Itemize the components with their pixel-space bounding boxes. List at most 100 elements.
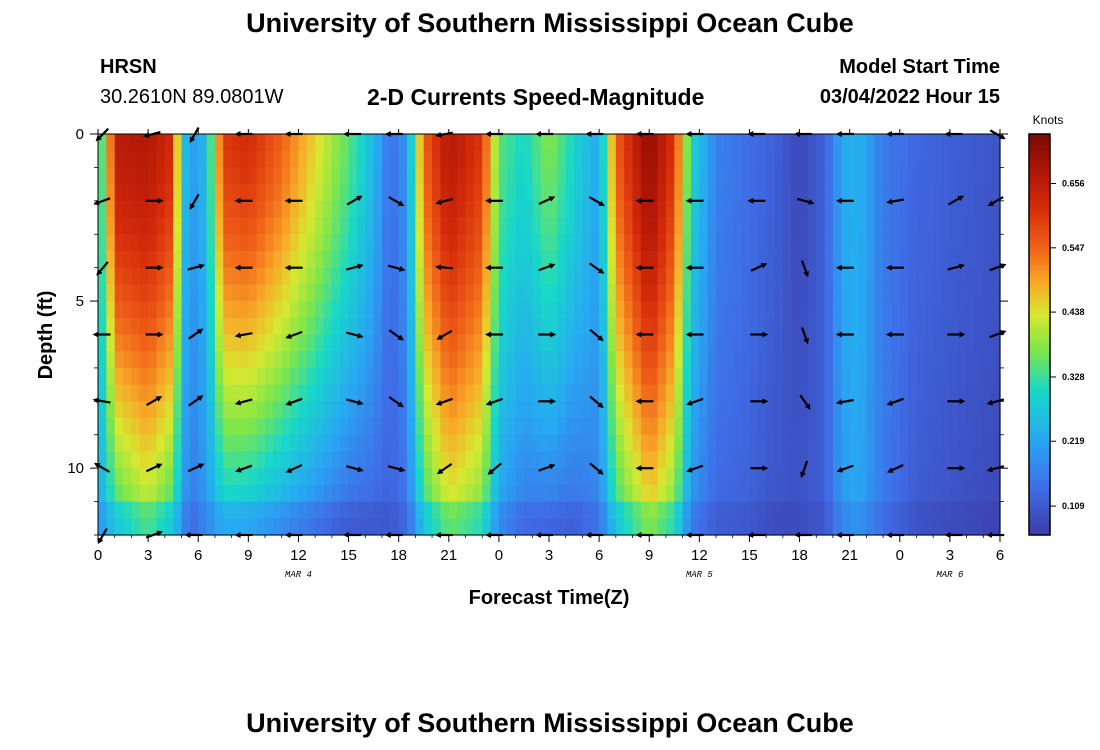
- heatmap-cell: [807, 134, 817, 152]
- heatmap-cell: [749, 418, 759, 436]
- current-vector-arrow: [989, 263, 1007, 272]
- heatmap-cell: [164, 501, 174, 519]
- heatmap-cell: [674, 284, 684, 302]
- heatmap-cell: [415, 384, 425, 402]
- heatmap-cell: [807, 468, 817, 486]
- heatmap-cell: [640, 351, 650, 369]
- heatmap-cell: [423, 501, 433, 519]
- heatmap-cell: [373, 250, 383, 269]
- heatmap-cell: [323, 301, 333, 319]
- heatmap-cell: [114, 451, 124, 469]
- heatmap-cell: [565, 501, 575, 519]
- heatmap-cell: [139, 317, 149, 336]
- heatmap-cell: [866, 401, 876, 419]
- heatmap-cell: [757, 468, 767, 486]
- heatmap-cell: [265, 334, 274, 352]
- heatmap-cell: [490, 434, 500, 453]
- heatmap-cell: [883, 468, 893, 486]
- heatmap-cell: [181, 468, 191, 486]
- heatmap-cell: [782, 267, 792, 285]
- heatmap-cell: [690, 468, 700, 486]
- heatmap-cell: [707, 167, 717, 185]
- heatmap-cell: [123, 401, 133, 419]
- heatmap-cell: [340, 167, 350, 185]
- current-vector-arrow: [146, 396, 163, 407]
- heatmap-cell: [949, 334, 959, 352]
- heatmap-cell: [248, 200, 258, 219]
- heatmap-cell: [331, 217, 341, 235]
- heatmap-cell: [356, 234, 366, 252]
- heatmap-cell: [181, 418, 191, 436]
- heatmap-cell: [407, 334, 416, 352]
- heatmap-cell: [716, 167, 725, 185]
- heatmap-cell: [707, 418, 717, 436]
- heatmap-cell: [866, 367, 876, 386]
- heatmap-cell: [732, 284, 742, 302]
- heatmap-cell: [574, 134, 584, 152]
- heatmap-cell: [223, 167, 233, 185]
- heatmap-cell: [549, 267, 558, 285]
- heatmap-cell: [223, 284, 233, 302]
- heatmap-cell: [958, 167, 968, 185]
- heatmap-cell: [315, 267, 325, 285]
- heatmap-cell: [348, 184, 358, 202]
- heatmap-cell: [498, 217, 508, 235]
- heatmap-cell: [164, 234, 174, 252]
- heatmap-cell: [791, 250, 801, 269]
- heatmap-cell: [306, 250, 316, 269]
- heatmap-cell: [716, 351, 725, 369]
- current-vector-arrow: [145, 463, 163, 473]
- heatmap-cell: [256, 501, 266, 519]
- heatmap-cell: [916, 501, 926, 519]
- heatmap-cell: [832, 451, 842, 469]
- heatmap-cell: [206, 367, 216, 386]
- heatmap-cell: [290, 250, 300, 269]
- heatmap-cell: [490, 418, 500, 436]
- heatmap-cell: [674, 134, 684, 152]
- heatmap-cell: [231, 434, 241, 453]
- heatmap-cell: [649, 217, 659, 235]
- heatmap-cell: [206, 200, 216, 219]
- heatmap-cell: [306, 434, 316, 453]
- x-tick-label: 12: [691, 547, 708, 564]
- heatmap-cell: [164, 167, 174, 185]
- heatmap-cell: [256, 518, 266, 536]
- heatmap-cell: [574, 484, 584, 503]
- heatmap-cell: [799, 234, 809, 252]
- heatmap-cell: [390, 367, 400, 386]
- heatmap-cell: [782, 518, 792, 536]
- heatmap-cell: [690, 484, 700, 503]
- heatmap-cell: [440, 367, 450, 386]
- heatmap-cell: [574, 167, 584, 185]
- heatmap-cell: [256, 134, 266, 152]
- heatmap-cell: [624, 217, 634, 235]
- heatmap-cell: [599, 167, 609, 185]
- heatmap-cell: [690, 434, 700, 453]
- heatmap-cell: [206, 284, 216, 302]
- heatmap-cell: [498, 334, 508, 352]
- heatmap-cell: [949, 200, 959, 219]
- heatmap-cell: [498, 150, 508, 169]
- heatmap-cell: [657, 468, 667, 486]
- heatmap-cell: [131, 217, 141, 235]
- heatmap-cell: [724, 401, 734, 419]
- heatmap-cell: [398, 418, 408, 436]
- heatmap-cell: [156, 150, 166, 169]
- heatmap-cell: [98, 367, 107, 386]
- heatmap-cell: [883, 351, 893, 369]
- heatmap-cell: [899, 334, 909, 352]
- current-vector-arrow: [686, 397, 704, 406]
- heatmap-cell: [799, 401, 809, 419]
- heatmap-cell: [841, 184, 851, 202]
- heatmap-cell: [515, 301, 525, 319]
- heatmap-cell: [674, 184, 684, 202]
- heatmap-cell: [290, 501, 300, 519]
- heatmap-cell: [323, 384, 333, 402]
- heatmap-cell: [156, 384, 166, 402]
- heatmap-cell: [315, 217, 325, 235]
- heatmap-cell: [106, 384, 116, 402]
- heatmap-cell: [807, 434, 817, 453]
- heatmap-cell: [949, 167, 959, 185]
- heatmap-cell: [966, 334, 976, 352]
- heatmap-cell: [265, 284, 274, 302]
